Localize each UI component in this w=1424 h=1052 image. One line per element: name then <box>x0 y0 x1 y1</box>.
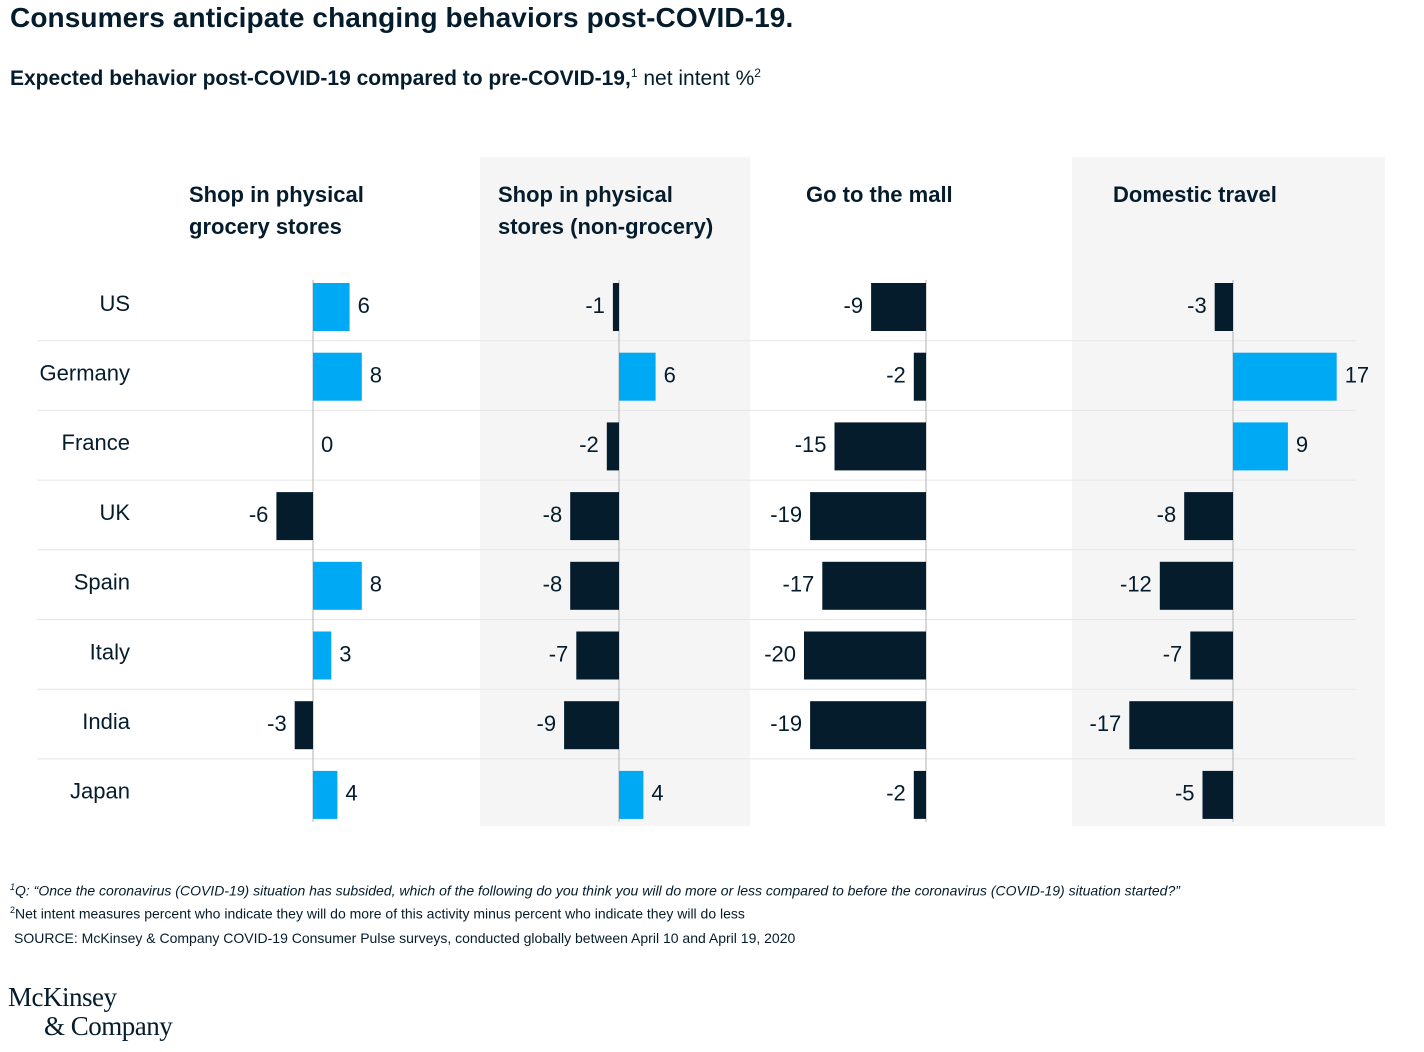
chart-subtitle: Expected behavior post-COVID-19 compared… <box>10 66 761 91</box>
data-label: -17 <box>1090 711 1122 736</box>
category-label: Japan <box>70 779 130 804</box>
bar <box>619 352 656 401</box>
category-label: India <box>82 709 130 734</box>
data-label: 8 <box>370 572 382 597</box>
bar <box>313 631 332 680</box>
bar <box>913 770 926 819</box>
bar <box>612 283 619 331</box>
bar <box>313 352 362 401</box>
footnote-1-marker: 1 <box>10 882 16 892</box>
data-label: -3 <box>267 711 287 736</box>
data-label: 3 <box>339 641 351 666</box>
bar <box>913 352 926 401</box>
series-header: Shop in physical stores (non-grocery) <box>498 182 713 239</box>
data-label: -7 <box>549 641 569 666</box>
data-label: -17 <box>783 572 815 597</box>
series-header: Domestic travel <box>1113 182 1277 207</box>
bar <box>576 631 619 680</box>
data-label: -3 <box>1187 293 1207 318</box>
series-header: Shop in physical grocery stores <box>189 182 364 239</box>
data-label: -6 <box>249 502 269 527</box>
bar-chart: Shop in physical grocery stores Shop in ph… <box>37 157 1385 826</box>
category-label: France <box>62 430 130 455</box>
category-label: Germany <box>40 361 130 386</box>
data-label: 6 <box>358 293 370 318</box>
bar <box>810 492 926 541</box>
bar <box>804 631 926 680</box>
bar <box>810 701 926 750</box>
bar <box>294 701 313 750</box>
data-label: -9 <box>844 293 864 318</box>
data-label: -8 <box>543 572 563 597</box>
footnote-1-text: Q: “Once the coronavirus (COVID-19) situ… <box>15 882 1180 899</box>
data-label: 4 <box>345 781 357 806</box>
data-label: -7 <box>1163 641 1183 666</box>
data-label: -9 <box>537 711 557 736</box>
logo-line-2: & Company <box>44 1011 173 1041</box>
bar <box>570 561 619 610</box>
bar <box>276 492 313 541</box>
footnote-2-text: Net intent measures percent who indicate… <box>15 905 745 922</box>
data-label: -2 <box>886 781 906 806</box>
bar <box>1202 770 1233 819</box>
footnote-2: 2Net intent measures percent who indicat… <box>10 905 745 922</box>
data-label: -8 <box>1157 502 1177 527</box>
bar <box>871 283 926 331</box>
data-label: 4 <box>651 781 663 806</box>
bar <box>313 283 350 331</box>
bar <box>619 770 644 819</box>
subtitle-footnote-1: 1 <box>630 66 638 80</box>
data-label: 6 <box>664 363 676 388</box>
bar <box>822 561 926 610</box>
bar <box>313 770 338 819</box>
data-label: -15 <box>795 432 827 457</box>
mckinsey-logo: McKinsey & Company <box>8 982 173 1041</box>
bar <box>564 701 619 750</box>
bar <box>1214 283 1233 331</box>
footnote-2-marker: 2 <box>10 905 16 915</box>
logo-line-1: McKinsey <box>8 982 117 1012</box>
bar <box>1159 561 1233 610</box>
data-label: -8 <box>543 502 563 527</box>
bar <box>1129 701 1233 750</box>
data-label: 17 <box>1345 363 1369 388</box>
category-label: Spain <box>74 570 130 595</box>
subtitle-bold: Expected behavior post-COVID-19 compared… <box>10 67 631 90</box>
data-label: -1 <box>585 293 605 318</box>
data-label: -12 <box>1120 572 1152 597</box>
data-label: -5 <box>1175 781 1195 806</box>
data-label: -19 <box>770 711 802 736</box>
bar <box>834 422 926 471</box>
bar <box>1233 422 1288 471</box>
bar <box>606 422 619 471</box>
subtitle-footnote-2: 2 <box>754 66 761 80</box>
footnote-1: 1Q: “Once the coronavirus (COVID-19) sit… <box>10 882 1180 899</box>
series-header: Go to the mall <box>806 182 953 207</box>
bar <box>1184 492 1233 541</box>
data-label: 0 <box>321 432 333 457</box>
bar <box>570 492 619 541</box>
category-label: US <box>99 291 130 316</box>
category-label: UK <box>99 500 130 525</box>
data-label: -19 <box>770 502 802 527</box>
data-label: -2 <box>579 432 599 457</box>
data-label: 9 <box>1296 432 1308 457</box>
bar <box>1190 631 1233 680</box>
chart-title: Consumers anticipate changing behaviors … <box>10 2 794 33</box>
category-label: Italy <box>90 639 130 664</box>
data-label: -2 <box>886 363 906 388</box>
data-label: 8 <box>370 363 382 388</box>
source-note: SOURCE: McKinsey & Company COVID-19 Cons… <box>14 930 796 946</box>
subtitle-rest: net intent % <box>637 67 755 90</box>
bar <box>1233 352 1337 401</box>
data-label: -20 <box>764 641 796 666</box>
bar <box>313 561 362 610</box>
